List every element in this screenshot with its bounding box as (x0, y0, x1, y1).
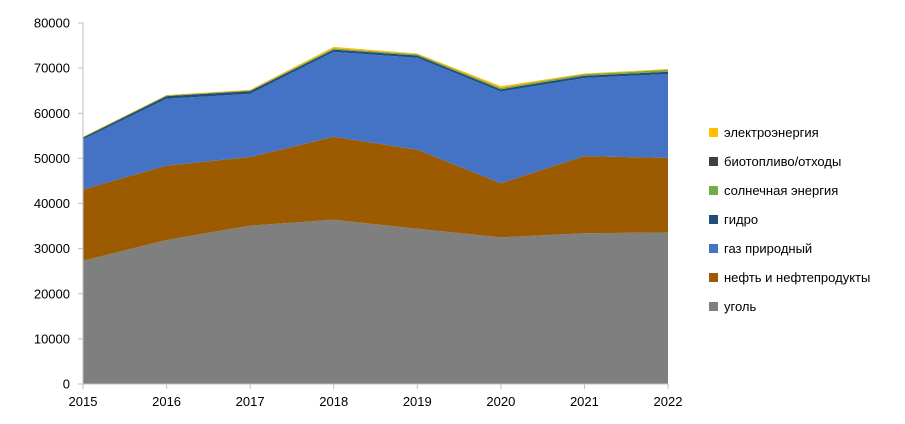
legend-item: электроэнергия (709, 118, 870, 147)
legend-swatch (709, 302, 718, 311)
x-tick-label: 2018 (319, 394, 348, 409)
series-area-1 (83, 136, 668, 261)
x-tick-label: 2017 (236, 394, 265, 409)
legend-item: уголь (709, 292, 870, 321)
y-tick-label: 10000 (34, 331, 70, 346)
series-area-2 (83, 51, 668, 190)
y-axis-ticks: 0 10000 20000 30000 40000 50000 60000 70000 8000… (34, 16, 83, 392)
area-series-group (83, 46, 668, 384)
x-tick-label: 2020 (486, 394, 515, 409)
legend-swatch (709, 215, 718, 224)
legend-item: солнечная энергия (709, 176, 870, 205)
x-tick-label: 2019 (403, 394, 432, 409)
y-tick-label: 80000 (34, 16, 70, 31)
legend-item: нефть и нефтепродукты (709, 263, 870, 292)
legend-label: солнечная энергия (724, 183, 839, 198)
y-tick-label: 30000 (34, 241, 70, 256)
y-tick-label: 50000 (34, 151, 70, 166)
x-tick-label: 2015 (69, 394, 98, 409)
legend-label: газ природный (724, 241, 813, 256)
legend-swatch (709, 273, 718, 282)
legend-label: уголь (724, 299, 757, 314)
y-tick-label: 70000 (34, 61, 70, 76)
legend-label: биотопливо/отходы (724, 154, 842, 169)
series-area-0 (83, 219, 668, 384)
y-tick-label: 0 (63, 377, 70, 392)
legend-item: биотопливо/отходы (709, 147, 870, 176)
x-tick-label: 2022 (654, 394, 683, 409)
series-area-3 (83, 49, 668, 140)
legend: электроэнергия биотопливо/отходы солнечная… (709, 118, 870, 321)
legend-label: нефть и нефтепродукты (724, 270, 871, 285)
legend-swatch (709, 244, 718, 253)
legend-label: электроэнергия (724, 125, 819, 140)
y-tick-label: 40000 (34, 196, 70, 211)
y-tick-label: 20000 (34, 286, 70, 301)
y-tick-label: 60000 (34, 106, 70, 121)
legend-swatch (709, 128, 718, 137)
x-tick-label: 2016 (152, 394, 181, 409)
x-tick-label: 2021 (570, 394, 599, 409)
legend-swatch (709, 186, 718, 195)
legend-item: гидро (709, 205, 870, 234)
legend-label: гидро (724, 212, 759, 227)
legend-item: газ природный (709, 234, 870, 263)
legend-swatch (709, 157, 718, 166)
x-axis-ticks: 2015 2016 2017 2018 2019 2020 2021 2022 (69, 384, 683, 409)
